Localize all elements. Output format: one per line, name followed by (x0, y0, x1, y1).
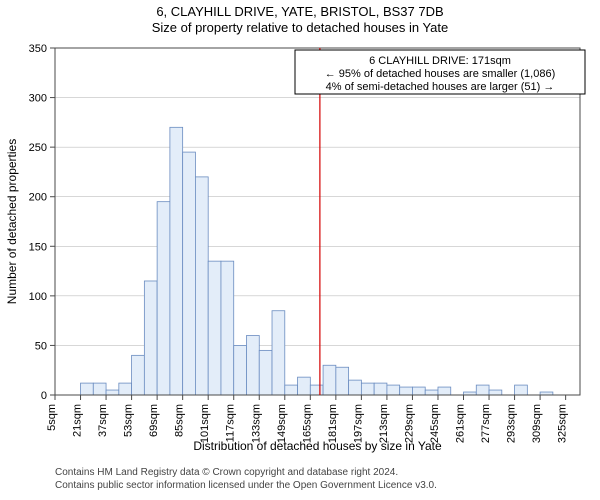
histogram-bar (183, 152, 196, 395)
x-tick-label: 293sqm (506, 404, 518, 443)
histogram-bar (412, 387, 425, 395)
histogram-bar (93, 383, 106, 395)
y-tick-label: 150 (29, 241, 47, 253)
histogram-bar (349, 380, 362, 395)
x-tick-label: 213sqm (378, 404, 390, 443)
x-tick-label: 133sqm (250, 404, 262, 443)
x-tick-label: 117sqm (225, 404, 237, 442)
histogram-bar (323, 365, 336, 395)
histogram-bar (361, 383, 374, 395)
x-tick-label: 21sqm (72, 404, 84, 437)
histogram-bar (285, 385, 298, 395)
x-axis-label: Distribution of detached houses by size … (193, 439, 442, 453)
histogram-bar (489, 390, 502, 395)
x-tick-label: 277sqm (480, 404, 492, 443)
y-tick-label: 300 (29, 93, 47, 105)
x-tick-label: 261sqm (455, 404, 467, 443)
y-tick-label: 200 (29, 192, 47, 204)
y-tick-label: 0 (41, 390, 47, 402)
histogram-bar (425, 390, 438, 395)
histogram-bar (374, 383, 387, 395)
histogram-bar (246, 336, 259, 395)
histogram-bar (298, 377, 311, 395)
plot-border (55, 48, 580, 395)
x-tick-label: 53sqm (123, 404, 135, 437)
footer-line1: Contains HM Land Registry data © Crown c… (55, 467, 398, 478)
x-tick-label: 165sqm (301, 404, 313, 443)
x-tick-label: 69sqm (148, 404, 160, 437)
x-tick-label: 37sqm (97, 404, 109, 437)
x-tick-label: 245sqm (429, 404, 441, 443)
histogram-bar (208, 261, 221, 395)
chart-svg: 6, CLAYHILL DRIVE, YATE, BRISTOL, BS37 7… (0, 0, 600, 500)
histogram-bar (221, 261, 234, 395)
y-tick-label: 100 (29, 291, 47, 303)
histogram-bar (387, 385, 400, 395)
histogram-bar (438, 387, 451, 395)
x-tick-label: 85sqm (174, 404, 186, 437)
y-tick-label: 350 (29, 43, 47, 55)
x-tick-label: 5sqm (46, 404, 58, 431)
chart-title-desc: Size of property relative to detached ho… (152, 20, 449, 35)
footer-line2: Contains public sector information licen… (55, 480, 437, 491)
property-size-chart: { "title_line1": "6, CLAYHILL DRIVE, YAT… (0, 0, 600, 500)
y-tick-label: 50 (35, 340, 47, 352)
histogram-bar (170, 127, 183, 395)
histogram-bar (259, 350, 272, 395)
histogram-bar (195, 177, 208, 395)
y-axis-label: Number of detached properties (5, 139, 19, 304)
annotation-line2: ← 95% of detached houses are smaller (1,… (325, 68, 556, 80)
x-tick-label: 325sqm (557, 404, 569, 443)
chart-title-address: 6, CLAYHILL DRIVE, YATE, BRISTOL, BS37 7… (156, 4, 443, 19)
annotation-line3: 4% of semi-detached houses are larger (5… (326, 81, 555, 93)
histogram-bar (272, 311, 285, 395)
histogram-bar (106, 390, 119, 395)
histogram-bar (157, 202, 170, 395)
x-tick-label: 197sqm (352, 404, 364, 443)
histogram-bar (336, 367, 349, 395)
histogram-bar (119, 383, 132, 395)
x-tick-label: 229sqm (403, 404, 415, 443)
histogram-bar (81, 383, 94, 395)
x-tick-label: 101sqm (199, 404, 211, 443)
y-tick-label: 250 (29, 142, 47, 154)
x-tick-label: 309sqm (531, 404, 543, 443)
annotation-line1: 6 CLAYHILL DRIVE: 171sqm (369, 55, 511, 67)
histogram-bar (310, 385, 323, 395)
histogram-bar (132, 355, 145, 395)
histogram-bar (400, 387, 413, 395)
x-tick-label: 181sqm (327, 404, 339, 443)
histogram-bar (515, 385, 528, 395)
histogram-bar (476, 385, 489, 395)
histogram-bar (144, 281, 157, 395)
histogram-bar (234, 345, 247, 395)
x-tick-label: 149sqm (276, 404, 288, 443)
